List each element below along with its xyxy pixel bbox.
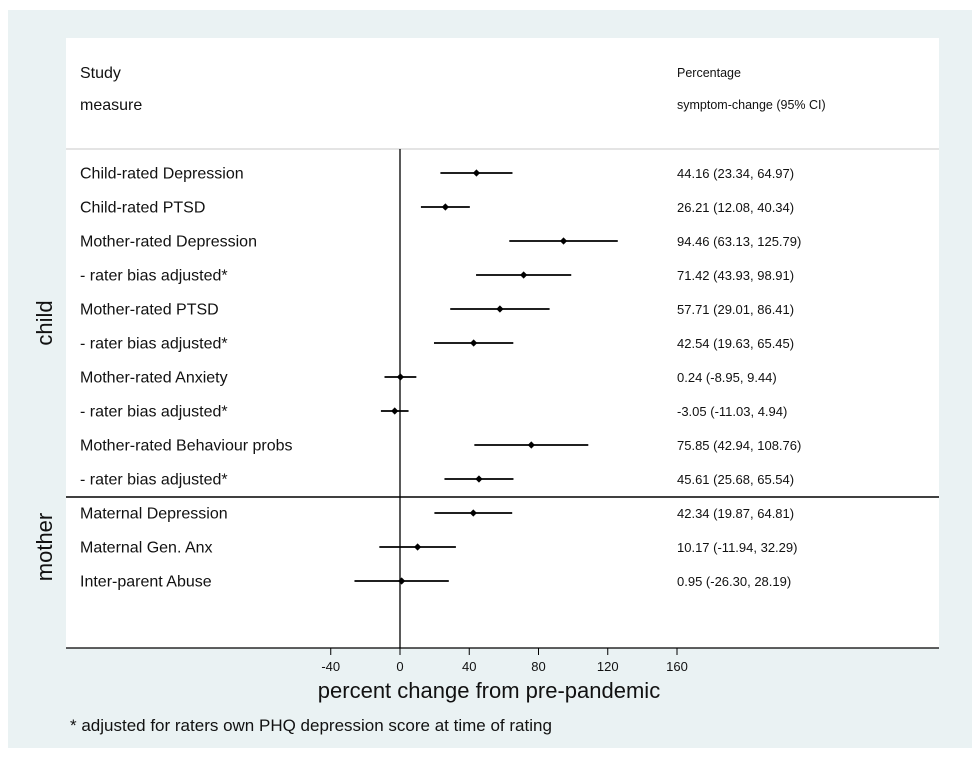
point-estimate-marker bbox=[559, 237, 568, 245]
row-label: - rater bias adjusted* bbox=[80, 268, 228, 285]
row-label: Mother-rated Depression bbox=[80, 234, 257, 251]
header-study: Study bbox=[80, 65, 121, 82]
footnote: * adjusted for raters own PHQ depression… bbox=[70, 716, 552, 735]
ci-value-text: 57.71 (29.01, 86.41) bbox=[677, 302, 794, 317]
row-label: Mother-rated Anxiety bbox=[80, 370, 228, 387]
point-estimate-marker bbox=[520, 271, 528, 279]
ci-value-text: -3.05 (-11.03, 4.94) bbox=[677, 404, 787, 419]
row-label: Maternal Depression bbox=[80, 506, 228, 523]
ci-value-text: 0.95 (-26.30, 28.19) bbox=[677, 574, 791, 589]
row-label: Mother-rated Behaviour probs bbox=[80, 438, 293, 455]
x-tick-label: 120 bbox=[597, 659, 619, 674]
x-tick-label: 0 bbox=[396, 659, 403, 674]
header-measure: measure bbox=[80, 97, 142, 114]
row-label: Child-rated PTSD bbox=[80, 200, 205, 217]
row-label: Inter-parent Abuse bbox=[80, 574, 212, 591]
point-estimate-marker bbox=[527, 441, 535, 449]
ci-value-text: 45.61 (25.68, 65.54) bbox=[677, 472, 794, 487]
point-estimate-marker bbox=[472, 169, 481, 177]
x-tick-label: 40 bbox=[462, 659, 476, 674]
row-label: - rater bias adjusted* bbox=[80, 336, 228, 353]
point-estimate-marker bbox=[470, 339, 478, 347]
point-estimate-marker bbox=[496, 305, 504, 313]
row-label: - rater bias adjusted* bbox=[80, 472, 228, 489]
row-label: Mother-rated PTSD bbox=[80, 302, 219, 319]
ci-value-text: 75.85 (42.94, 108.76) bbox=[677, 438, 801, 453]
point-estimate-marker bbox=[398, 577, 406, 585]
ci-value-text: 44.16 (23.34, 64.97) bbox=[677, 166, 794, 181]
x-tick-label: 80 bbox=[531, 659, 545, 674]
ci-value-text: 94.46 (63.13, 125.79) bbox=[677, 234, 801, 249]
point-estimate-marker bbox=[441, 203, 449, 211]
x-tick-label: -40 bbox=[321, 659, 340, 674]
header-ci: symptom-change (95% CI) bbox=[677, 98, 826, 112]
ci-value-text: 71.42 (43.93, 98.91) bbox=[677, 268, 794, 283]
point-estimate-marker bbox=[414, 543, 422, 551]
x-axis-title: percent change from pre-pandemic bbox=[318, 678, 660, 703]
x-tick-label: 160 bbox=[666, 659, 688, 674]
point-estimate-marker bbox=[469, 509, 477, 517]
row-label: - rater bias adjusted* bbox=[80, 404, 228, 421]
ci-value-text: 42.34 (19.87, 64.81) bbox=[677, 506, 794, 521]
ci-value-text: 0.24 (-8.95, 9.44) bbox=[677, 370, 777, 385]
header-percentage: Percentage bbox=[677, 66, 741, 80]
ci-value-text: 26.21 (12.08, 40.34) bbox=[677, 200, 794, 215]
point-estimate-marker bbox=[475, 475, 483, 483]
row-label: Child-rated Depression bbox=[80, 166, 244, 183]
ci-value-text: 10.17 (-11.94, 32.29) bbox=[677, 540, 797, 555]
point-estimate-marker bbox=[391, 407, 399, 415]
ci-value-text: 42.54 (19.63, 65.45) bbox=[677, 336, 794, 351]
group-label-child: child bbox=[32, 300, 57, 345]
point-estimate-marker bbox=[396, 373, 405, 381]
group-label-mother: mother bbox=[32, 513, 57, 581]
row-label: Maternal Gen. Anx bbox=[80, 540, 213, 557]
